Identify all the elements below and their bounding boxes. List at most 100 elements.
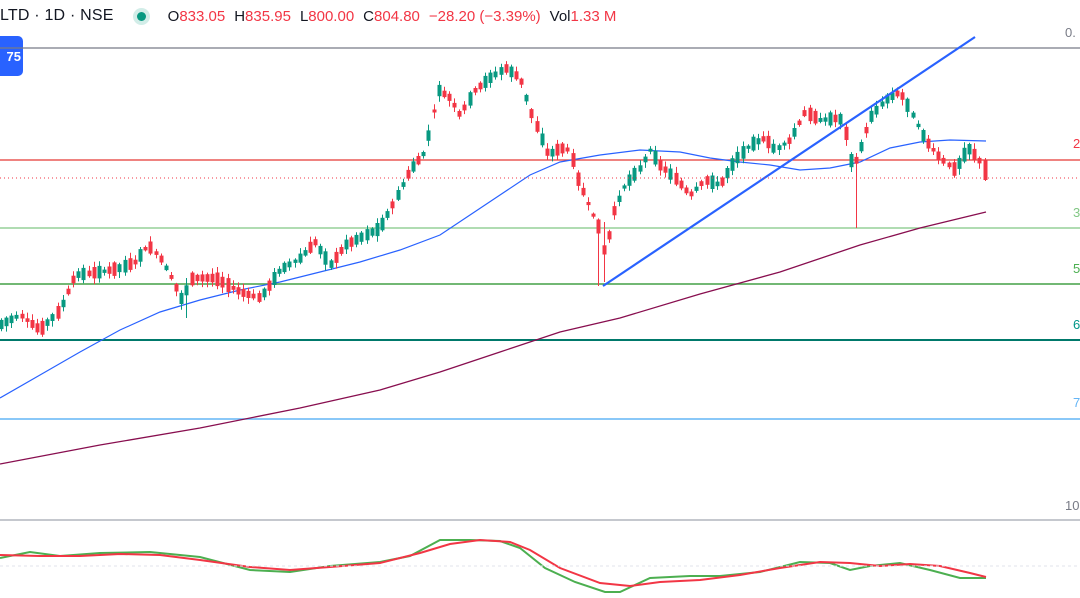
candle-body [81,267,86,281]
candle-body [813,110,818,124]
candle-body [231,286,236,290]
candle-body [808,107,813,122]
volume-value: 1.33 M [570,7,617,25]
candle-body [272,272,277,285]
candle-body [694,186,699,191]
candle-body [720,177,725,186]
candle-body [689,191,694,197]
candle-body [854,156,859,164]
candle-body [911,112,916,118]
candle-body [895,90,900,97]
candle-body [220,276,225,288]
fib-label-5: 7 [1073,395,1080,410]
candle-body [576,172,581,186]
candle-body [844,126,849,140]
candle-body [154,251,159,255]
candle-body [663,166,668,173]
candle-body [514,71,519,80]
candle-body [437,84,442,97]
candle-body [509,66,514,78]
candle-body [622,185,627,189]
candle-body [653,150,658,165]
candle-body [550,148,555,157]
candle-body [674,172,679,185]
candle-body [741,146,746,159]
candle-body [210,273,215,283]
candle-body [385,211,390,218]
candle-body [25,318,30,322]
fibonacci-levels [0,47,1080,420]
candle-body [169,275,174,279]
candle-body [303,250,308,256]
candle-body [128,258,133,270]
candle-body [921,130,926,142]
candle-body [35,323,40,333]
open-value: 833.05 [179,7,226,25]
candlestick-series [0,61,988,337]
candle-body [818,118,823,122]
candle-body [751,136,756,151]
candle-body [164,265,169,271]
candle-body [756,138,761,145]
candle-body [710,175,715,189]
candle-body [401,182,406,187]
candle-body [4,317,9,327]
candle-body [977,157,982,164]
ma-slow-line [0,211,987,465]
close-label: C [363,7,375,25]
candle-body [14,314,19,319]
candle-body [591,213,596,217]
price-badge[interactable]: 75 [0,36,23,76]
candle-body [359,232,364,242]
candle-body [462,104,467,111]
market-status-dot [136,11,146,21]
candle-body [107,266,112,274]
candle-body [143,247,148,251]
candle-body [797,120,802,125]
candle-body [725,168,730,179]
candle-body [370,228,375,236]
ma-fast-line [0,139,987,399]
candle-body [236,287,241,295]
candle-body [571,153,576,167]
fast-moving-average [0,139,987,399]
candle-body [133,259,138,265]
candle-body [560,143,565,154]
candle-body [50,314,55,321]
candle-body [777,145,782,150]
candle-body [298,253,303,263]
trendline-drawing [602,36,976,287]
candle-body [864,127,869,134]
candle-body [761,136,766,142]
candle-body [874,105,879,115]
candle-body [931,148,936,152]
candle-body [766,135,771,149]
candle-body [478,82,483,90]
candle-body [900,92,905,100]
candle-body [967,144,972,155]
slow-moving-average [0,211,987,465]
candle-body [76,271,81,278]
candle-body [473,88,478,93]
candle-body [540,133,545,146]
trendline [602,36,976,287]
candle-body [71,275,76,284]
candle-body [9,315,14,324]
candle-body [890,92,895,100]
candle-body [632,167,637,181]
candle-body [148,241,153,254]
candle-body [493,71,498,78]
candle-body [329,260,334,268]
symbol-title[interactable]: LTD · 1D · NSE [0,7,114,24]
candle-body [529,109,534,119]
candle-body [267,280,272,291]
candle-body [617,195,622,202]
candle-body [411,161,416,172]
candle-body [215,272,220,287]
candle-body [792,128,797,137]
candle-body [581,187,586,196]
candle-body [45,319,50,326]
candle-body [287,261,292,268]
candle-body [684,187,689,194]
